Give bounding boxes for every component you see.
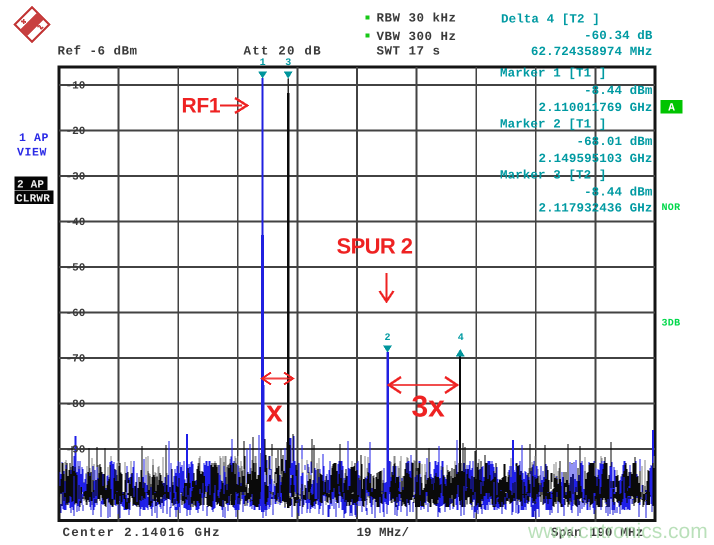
svg-text:Att 20 dB: Att 20 dB bbox=[244, 45, 322, 59]
svg-text:-8.44 dBm: -8.44 dBm bbox=[584, 84, 653, 98]
svg-text:-90: -90 bbox=[66, 444, 86, 456]
svg-text:-8.44 dBm: -8.44 dBm bbox=[584, 186, 653, 200]
svg-text:-20: -20 bbox=[66, 126, 86, 138]
svg-text:19 MHz/: 19 MHz/ bbox=[357, 526, 410, 540]
svg-text:-50: -50 bbox=[66, 262, 86, 274]
svg-text:CLRWR: CLRWR bbox=[16, 194, 50, 206]
svg-text:RBW 30 kHz: RBW 30 kHz bbox=[377, 12, 457, 26]
svg-text:Span 190 MHz: Span 190 MHz bbox=[551, 526, 643, 540]
svg-text:Marker 3 [T2 ]: Marker 3 [T2 ] bbox=[500, 169, 606, 183]
svg-text:2.110011769 GHz: 2.110011769 GHz bbox=[538, 101, 652, 115]
svg-text:2.117932436 GHz: 2.117932436 GHz bbox=[538, 202, 652, 216]
svg-text:Delta 4 [T2 ]: Delta 4 [T2 ] bbox=[501, 13, 600, 27]
svg-text:Marker 1 [T1 ]: Marker 1 [T1 ] bbox=[500, 67, 606, 81]
svg-text:NOR: NOR bbox=[662, 203, 681, 214]
svg-text:VIEW: VIEW bbox=[17, 147, 47, 160]
svg-text:-68.01 dBm: -68.01 dBm bbox=[576, 135, 652, 149]
svg-text:-70: -70 bbox=[66, 353, 86, 365]
svg-text:Marker 2 [T1 ]: Marker 2 [T1 ] bbox=[500, 118, 606, 132]
svg-text:SPUR 2: SPUR 2 bbox=[337, 234, 413, 259]
svg-text:1 AP: 1 AP bbox=[19, 132, 49, 145]
svg-text:-60.34 dB: -60.34 dB bbox=[584, 29, 653, 43]
svg-text:-10: -10 bbox=[66, 80, 86, 92]
svg-text:x: x bbox=[266, 396, 283, 429]
svg-text:RF1: RF1 bbox=[182, 95, 221, 118]
svg-text:2 AP: 2 AP bbox=[17, 180, 44, 192]
svg-text:-80: -80 bbox=[66, 399, 86, 411]
svg-text:VBW 300 Hz: VBW 300 Hz bbox=[377, 30, 457, 44]
svg-text:www.cntronics.com: www.cntronics.com bbox=[527, 520, 708, 543]
svg-text:1: 1 bbox=[260, 58, 266, 69]
svg-text:2.149595103 GHz: 2.149595103 GHz bbox=[538, 152, 652, 166]
svg-text:-40: -40 bbox=[66, 217, 86, 229]
svg-text:-60: -60 bbox=[66, 308, 86, 320]
svg-text:Ref -6 dBm: Ref -6 dBm bbox=[58, 45, 138, 59]
svg-text:4: 4 bbox=[458, 333, 464, 344]
svg-text:2: 2 bbox=[384, 333, 390, 344]
svg-text:62.724358974 MHz: 62.724358974 MHz bbox=[531, 45, 653, 59]
svg-text:-30: -30 bbox=[66, 171, 86, 183]
svg-text:Center 2.14016 GHz: Center 2.14016 GHz bbox=[63, 526, 221, 540]
svg-text:3DB: 3DB bbox=[662, 319, 681, 330]
svg-text:3: 3 bbox=[285, 58, 291, 69]
svg-text:3x: 3x bbox=[412, 391, 446, 424]
svg-text:SWT 17 s: SWT 17 s bbox=[377, 45, 441, 59]
svg-text:A: A bbox=[668, 103, 675, 115]
